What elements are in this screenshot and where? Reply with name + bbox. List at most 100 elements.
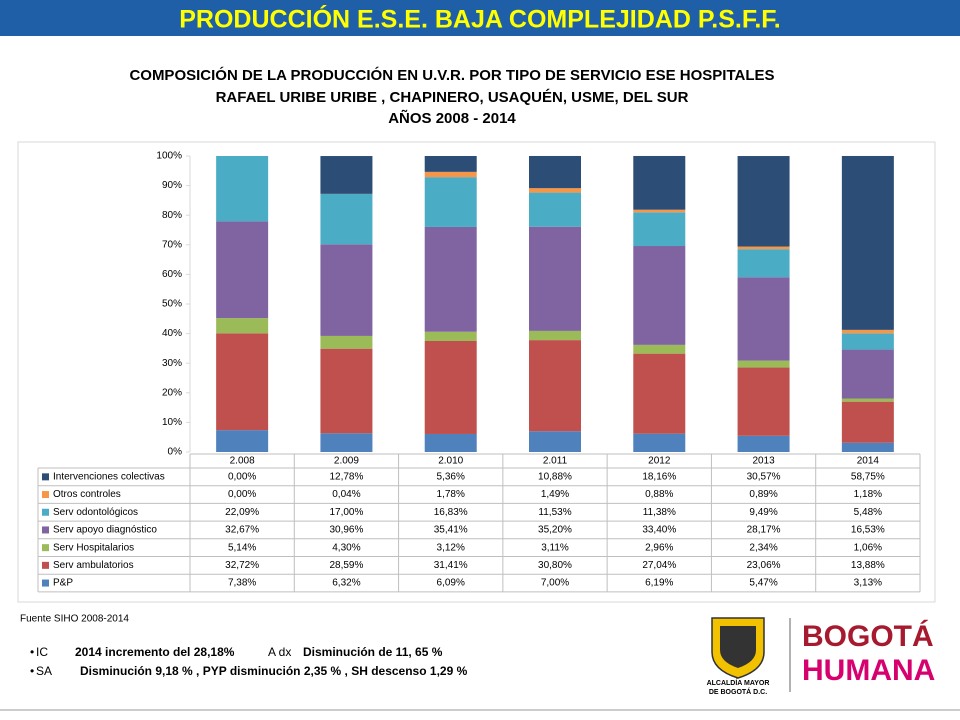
shield-eagle: [720, 626, 756, 668]
x-tick-label: 2.011: [543, 456, 568, 467]
legend-swatch: [42, 579, 49, 587]
table-value: 1,18%: [854, 489, 882, 500]
bar-segment: [320, 193, 373, 245]
y-tick-label: 40%: [162, 328, 182, 339]
bar-segment: [737, 435, 790, 452]
notes: • IC 2014 incremento del 28,18% A dx Dis…: [30, 645, 468, 678]
table-value: 16,53%: [851, 525, 885, 536]
alcaldia: ALCALDÍA MAYOR: [707, 678, 770, 687]
y-tick-label: 20%: [162, 387, 182, 398]
bar-segment: [424, 331, 477, 341]
bar-segment: [216, 430, 269, 452]
bar-segment: [216, 221, 269, 319]
x-tick-label: 2.008: [230, 456, 255, 467]
table-value: 6,19%: [645, 578, 673, 589]
bar-segment: [841, 398, 894, 402]
note-text: Disminución 9,18 % , PYP disminución 2,3…: [80, 664, 468, 678]
y-tick-label: 90%: [162, 180, 182, 191]
alcaldia: DE BOGOTÁ D.C.: [709, 687, 767, 696]
bar-segment: [529, 192, 581, 227]
table-value: 11,53%: [538, 507, 571, 518]
bar-segment: [737, 249, 790, 278]
header-title: PRODUCCIÓN E.S.E. BAJA COMPLEJIDAD P.S.F…: [179, 4, 781, 34]
table-value: 4,30%: [332, 542, 360, 553]
bar-segment: [841, 333, 894, 350]
bar-segment: [424, 156, 477, 172]
table-value: 33,40%: [642, 525, 676, 536]
table-value: 30,57%: [747, 471, 781, 482]
table-value: 18,16%: [642, 471, 676, 482]
bar-segment: [633, 433, 686, 452]
bar-segment: [737, 360, 790, 368]
note-text: SA: [36, 664, 52, 678]
bar-segment: [841, 349, 894, 399]
table-value: 7,00%: [541, 578, 569, 589]
bar-segment: [424, 226, 477, 332]
bar-segment: [841, 155, 894, 330]
bar-segment: [841, 401, 894, 443]
table-value: 16,83%: [434, 507, 468, 518]
table-value: 10,88%: [538, 471, 572, 482]
bar-segment: [424, 433, 477, 452]
brand: BOGOTÁ: [802, 619, 934, 653]
y-tick-label: 50%: [162, 299, 182, 310]
x-tick-label: 2.009: [334, 456, 359, 467]
bar-segment: [529, 431, 581, 452]
table-value: 0,04%: [332, 489, 360, 500]
note-bullet: •: [30, 645, 34, 659]
table-value: 58,75%: [851, 471, 885, 482]
header-bar: [0, 0, 960, 36]
y-tick-label: 70%: [162, 239, 182, 250]
note-text: Disminución de 11, 65 %: [303, 645, 443, 659]
legend-label: Otros controles: [53, 489, 121, 500]
legend-swatch: [42, 544, 49, 552]
chart-title: COMPOSICIÓN DE LA PRODUCCIÓN EN U.V.R. P…: [129, 66, 774, 84]
bar-segment: [529, 226, 581, 331]
legend-label: Serv ambulatorios: [53, 560, 134, 571]
bar-segment: [633, 344, 686, 354]
table-value: 13,88%: [851, 560, 885, 571]
table-value: 0,88%: [645, 489, 673, 500]
y-tick-label: 80%: [162, 210, 182, 221]
table-value: 32,67%: [225, 525, 259, 536]
table-value: 7,38%: [228, 578, 256, 589]
y-tick-label: 10%: [162, 417, 182, 428]
table-value: 5,48%: [854, 507, 882, 518]
chart: 0%10%20%30%40%50%60%70%80%90%100%2.008 2.…: [37, 151, 921, 593]
table-value: 5,36%: [437, 471, 465, 482]
legend-swatch: [42, 491, 49, 499]
legend-swatch: [42, 526, 49, 534]
table-value: 12,78%: [329, 471, 363, 482]
table-value: 11,38%: [643, 507, 676, 518]
bar-segment: [633, 209, 686, 213]
table-value: 3,12%: [437, 542, 465, 553]
table-value: 0,00%: [228, 471, 256, 482]
bar-segment: [424, 177, 477, 227]
table-value: 31,41%: [434, 560, 468, 571]
bar-segment: [216, 156, 269, 222]
table-value: 30,96%: [329, 525, 363, 536]
bar-segment: [320, 244, 373, 336]
table-value: 35,20%: [538, 525, 572, 536]
y-tick-label: 60%: [162, 269, 182, 280]
table-value: 27,04%: [642, 560, 676, 571]
table-value: 2,34%: [749, 542, 777, 553]
bar-segment: [633, 212, 686, 247]
table-value: 6,32%: [332, 578, 360, 589]
legend-label: Serv Hospitalarios: [53, 542, 134, 553]
table-value: 5,14%: [228, 542, 256, 553]
legend-label: Intervenciones colectivas: [53, 471, 165, 482]
bar-segment: [633, 155, 686, 210]
source: Fuente SIHO 2008-2014: [20, 614, 129, 625]
x-tick-label: 2.010: [438, 456, 463, 467]
bar-segment: [737, 367, 790, 436]
y-tick-label: 0%: [168, 447, 183, 458]
bar-segment: [841, 442, 894, 452]
bar-segment: [529, 155, 581, 189]
table-value: 17,00%: [329, 507, 363, 518]
bar-segment: [529, 188, 581, 193]
table-value: 28,59%: [329, 560, 363, 571]
note-bullet: •: [30, 664, 34, 678]
note-text: A dx: [268, 645, 291, 659]
